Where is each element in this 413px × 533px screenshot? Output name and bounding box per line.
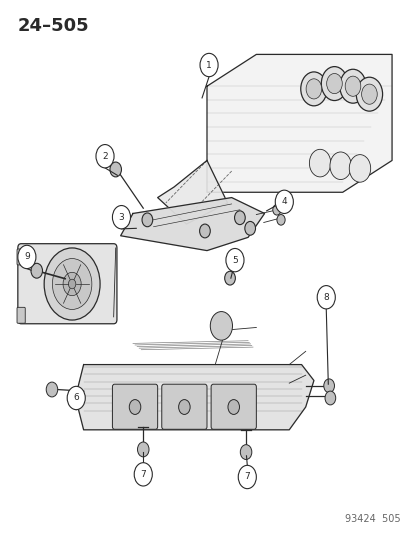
Circle shape: [324, 391, 335, 405]
Circle shape: [67, 386, 85, 410]
Circle shape: [18, 245, 36, 269]
Circle shape: [31, 263, 43, 278]
Text: 8: 8: [323, 293, 328, 302]
Polygon shape: [75, 365, 313, 430]
Circle shape: [326, 74, 342, 94]
Text: 93424  505: 93424 505: [344, 514, 399, 523]
Circle shape: [224, 271, 235, 285]
Circle shape: [228, 400, 239, 415]
Text: 24–505: 24–505: [18, 17, 89, 35]
Polygon shape: [206, 54, 391, 192]
FancyBboxPatch shape: [18, 244, 116, 324]
Circle shape: [210, 312, 232, 340]
Polygon shape: [120, 198, 264, 251]
Circle shape: [134, 463, 152, 486]
Circle shape: [225, 248, 243, 272]
Circle shape: [129, 400, 140, 415]
Circle shape: [309, 149, 330, 177]
Text: 7: 7: [140, 470, 146, 479]
Text: 1: 1: [206, 61, 211, 69]
FancyBboxPatch shape: [211, 384, 256, 429]
FancyBboxPatch shape: [161, 384, 206, 429]
Circle shape: [178, 400, 190, 415]
Circle shape: [323, 379, 334, 393]
Circle shape: [110, 162, 121, 177]
Circle shape: [275, 190, 293, 214]
Circle shape: [112, 206, 130, 229]
Text: 5: 5: [232, 256, 237, 265]
Circle shape: [361, 84, 376, 104]
Circle shape: [344, 76, 360, 96]
Circle shape: [276, 215, 285, 225]
Circle shape: [316, 286, 335, 309]
Text: 3: 3: [118, 213, 124, 222]
Text: 4: 4: [281, 197, 287, 206]
Circle shape: [305, 79, 321, 99]
FancyBboxPatch shape: [17, 308, 25, 323]
Circle shape: [63, 272, 81, 296]
Circle shape: [137, 442, 149, 457]
Circle shape: [339, 69, 365, 103]
Circle shape: [356, 77, 382, 111]
Circle shape: [300, 72, 326, 106]
Text: 6: 6: [73, 393, 79, 402]
Circle shape: [52, 259, 92, 310]
FancyBboxPatch shape: [112, 384, 157, 429]
Circle shape: [142, 213, 152, 227]
Circle shape: [240, 445, 251, 459]
Circle shape: [96, 144, 114, 168]
Circle shape: [234, 211, 244, 224]
Circle shape: [68, 279, 76, 289]
Circle shape: [272, 205, 280, 215]
Text: 2: 2: [102, 152, 107, 161]
Circle shape: [244, 221, 255, 235]
Polygon shape: [157, 160, 227, 224]
FancyBboxPatch shape: [17, 249, 25, 265]
Circle shape: [329, 152, 351, 180]
Circle shape: [44, 248, 100, 320]
Circle shape: [199, 224, 210, 238]
Circle shape: [320, 67, 347, 101]
Circle shape: [199, 53, 218, 77]
Circle shape: [237, 465, 256, 489]
Circle shape: [349, 155, 370, 182]
Text: 9: 9: [24, 253, 30, 262]
Text: 7: 7: [244, 472, 249, 481]
Circle shape: [46, 382, 57, 397]
